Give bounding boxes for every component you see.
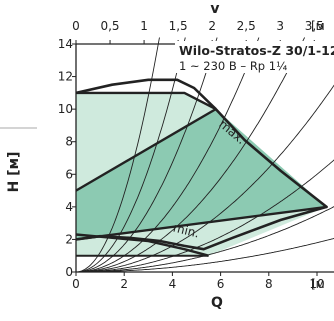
system-curve-6: [76, 37, 218, 273]
top-tick-label: 1,5: [169, 19, 188, 33]
tick-labels: 0 2 4 6 8 10 12 14 0 2 4 6 8 10 0 0,5 1 1,5 2 2,5 3 3,5: [58, 19, 325, 291]
system-curve-8: [76, 37, 160, 273]
top-axis-label: v: [210, 1, 219, 17]
pump-curves: [75, 78, 328, 257]
x-tick-label: 4: [169, 277, 177, 291]
y-tick-label: 6: [65, 167, 73, 181]
top-tick-label: 2: [208, 19, 216, 33]
system-curve-1: [76, 206, 334, 273]
y-axis-label: H [м]: [6, 152, 22, 193]
x-tick-label: 10: [309, 277, 324, 291]
x-tick-label: 8: [265, 277, 273, 291]
top-tick-label: 3,5: [305, 19, 324, 33]
light-region-lower: [76, 206, 327, 256]
inner-diag: [75, 108, 217, 192]
y-tick-label: 12: [58, 70, 73, 84]
top-tick-label: 2,5: [237, 19, 256, 33]
y-tick-label: 8: [65, 135, 73, 149]
x-axis-label: Q: [211, 295, 223, 311]
system-curve-4: [76, 37, 306, 273]
light-region-upper: [76, 92, 216, 191]
system-curve-5: [76, 37, 260, 273]
system-curve-7: [76, 37, 186, 273]
chart-title: Wilo-Stratos-Z 30/1-12: [179, 43, 334, 58]
top-tick-label: 0: [72, 19, 80, 33]
top-unit-label: [м: [311, 19, 325, 33]
y-tick-label: 0: [65, 265, 73, 279]
y-tick-label: 4: [65, 200, 73, 214]
x-tick-label: 2: [120, 277, 128, 291]
min-curve: [75, 233, 209, 257]
chart-subtitle: 1 ~ 230 B – Rp 1¼: [179, 59, 287, 73]
x-tick-label: 0: [72, 277, 80, 291]
y-tick-label: 14: [58, 37, 73, 51]
y-tick-label: 2: [65, 232, 73, 246]
inner-top: [76, 91, 217, 111]
title-box: [175, 41, 334, 73]
min-label: min.: [172, 221, 201, 241]
inner-low: [75, 205, 327, 241]
top-tick-label: 3: [276, 19, 284, 33]
top-tick-label: 1: [140, 19, 148, 33]
y-tick-label: 10: [58, 102, 73, 116]
system-curves: [76, 37, 334, 273]
x-unit-label: [м: [311, 277, 325, 291]
system-curve-2: [76, 159, 334, 273]
system-curve-3: [76, 84, 334, 273]
operating-regions: [76, 92, 327, 256]
top-tick-label: 0,5: [100, 19, 119, 33]
x-tick-label: 6: [217, 277, 225, 291]
dark-region: [76, 109, 327, 240]
system-curve-0: [76, 237, 334, 273]
